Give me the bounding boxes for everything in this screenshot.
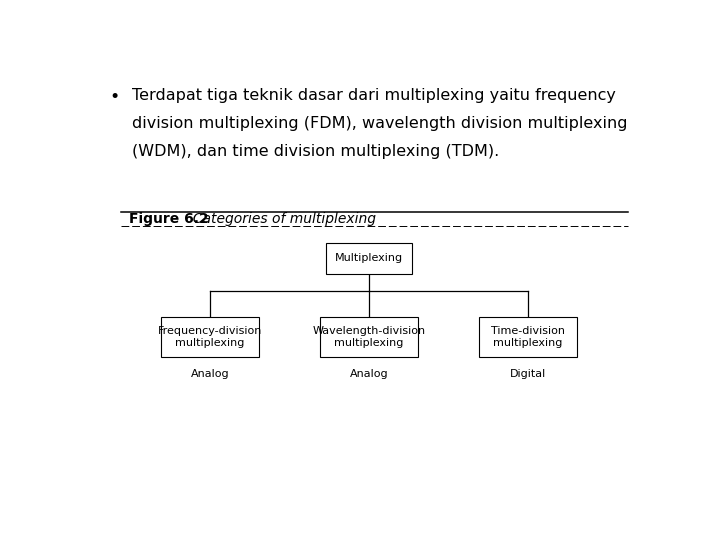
FancyBboxPatch shape: [325, 242, 413, 274]
Text: Categories of multiplexing: Categories of multiplexing: [184, 212, 376, 226]
Text: Frequency-division
multiplexing: Frequency-division multiplexing: [158, 326, 262, 348]
Text: division multiplexing (FDM), wavelength division multiplexing: division multiplexing (FDM), wavelength …: [132, 116, 627, 131]
FancyBboxPatch shape: [320, 318, 418, 357]
Text: Figure 6.2: Figure 6.2: [129, 212, 209, 226]
Text: Terdapat tiga teknik dasar dari multiplexing yaitu frequency: Terdapat tiga teknik dasar dari multiple…: [132, 87, 616, 103]
Text: •: •: [109, 87, 120, 106]
Text: Digital: Digital: [510, 368, 546, 379]
Text: Analog: Analog: [191, 368, 229, 379]
Text: Multiplexing: Multiplexing: [335, 253, 403, 263]
Text: Wavelength-division
multiplexing: Wavelength-division multiplexing: [312, 326, 426, 348]
Text: Time-division
multiplexing: Time-division multiplexing: [491, 326, 565, 348]
FancyBboxPatch shape: [161, 318, 258, 357]
FancyBboxPatch shape: [480, 318, 577, 357]
Text: Analog: Analog: [350, 368, 388, 379]
Text: (WDM), dan time division multiplexing (TDM).: (WDM), dan time division multiplexing (T…: [132, 144, 499, 159]
